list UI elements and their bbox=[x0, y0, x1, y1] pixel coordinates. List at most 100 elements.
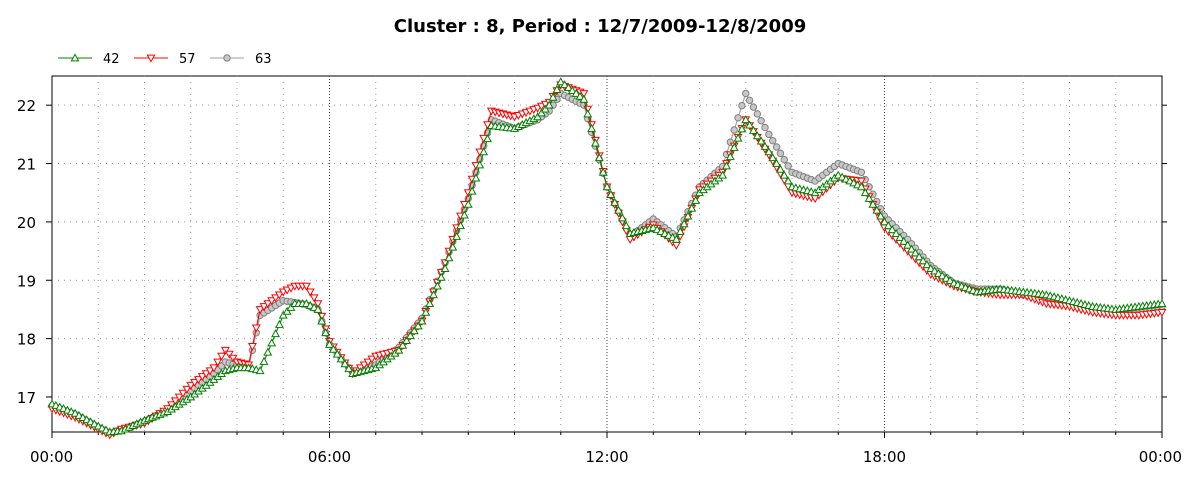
data-point bbox=[425, 298, 435, 307]
data-point bbox=[1157, 298, 1167, 307]
data-point bbox=[621, 221, 631, 230]
data-point bbox=[579, 90, 589, 99]
data-point bbox=[571, 88, 581, 97]
data-point bbox=[336, 354, 346, 363]
data-point bbox=[201, 370, 211, 379]
data-point bbox=[1157, 308, 1167, 317]
data-point bbox=[783, 176, 793, 185]
x-tick-label: 00:00 bbox=[1139, 448, 1182, 466]
data-point bbox=[760, 141, 770, 150]
data-point bbox=[941, 273, 951, 282]
data-point bbox=[479, 147, 489, 156]
series-42 bbox=[47, 77, 1167, 436]
data-point bbox=[741, 115, 751, 124]
data-point bbox=[857, 168, 866, 176]
x-tick-label: 12:00 bbox=[585, 448, 628, 466]
data-point bbox=[263, 300, 273, 309]
data-point bbox=[317, 316, 327, 325]
data-point bbox=[452, 231, 462, 240]
data-point bbox=[367, 355, 377, 364]
y-tick-label: 22 bbox=[17, 97, 36, 115]
data-point bbox=[444, 253, 454, 262]
axes: 00:00 06:00 12:00 18:00 00:00 17 18 19 20 21 22 bbox=[17, 97, 1182, 466]
data-point bbox=[405, 331, 415, 340]
data-point bbox=[775, 164, 785, 173]
data-point bbox=[321, 328, 331, 337]
data-point bbox=[745, 120, 755, 129]
data-point bbox=[856, 182, 866, 191]
data-point bbox=[440, 263, 450, 272]
data-point bbox=[432, 281, 442, 290]
data-point bbox=[217, 352, 227, 361]
data-point bbox=[765, 130, 773, 139]
data-point bbox=[271, 329, 280, 338]
data-point bbox=[328, 344, 338, 353]
data-point bbox=[278, 310, 288, 319]
data-point bbox=[683, 211, 693, 220]
legend: 42 57 63 bbox=[58, 52, 272, 67]
data-point bbox=[606, 190, 616, 199]
data-point bbox=[548, 92, 558, 101]
data-point bbox=[309, 294, 319, 303]
data-point bbox=[880, 217, 889, 226]
data-point bbox=[779, 170, 789, 179]
data-point bbox=[259, 356, 269, 365]
data-point bbox=[305, 288, 315, 297]
data-point bbox=[197, 373, 207, 382]
data-point bbox=[483, 134, 492, 143]
data-point bbox=[868, 199, 878, 208]
data-point bbox=[178, 389, 188, 398]
data-point bbox=[738, 101, 746, 110]
data-point bbox=[271, 294, 280, 303]
data-point bbox=[301, 282, 311, 291]
data-point bbox=[255, 306, 265, 315]
data-point bbox=[282, 306, 292, 315]
data-point bbox=[772, 143, 781, 151]
data-point bbox=[757, 117, 765, 125]
data-point bbox=[883, 221, 893, 230]
data-point bbox=[564, 83, 573, 92]
data-point bbox=[421, 307, 431, 316]
data-point bbox=[413, 321, 423, 330]
legend-swatch-marker bbox=[223, 54, 231, 62]
series-group bbox=[47, 77, 1167, 440]
data-point bbox=[764, 147, 774, 156]
data-point bbox=[220, 346, 230, 355]
data-point bbox=[575, 91, 585, 100]
data-point bbox=[456, 221, 465, 230]
data-point bbox=[263, 347, 273, 356]
data-point bbox=[671, 234, 681, 243]
data-point bbox=[856, 177, 866, 186]
data-point bbox=[325, 339, 334, 348]
data-point bbox=[617, 213, 627, 222]
data-point bbox=[930, 266, 940, 275]
legend-item-42: 42 bbox=[58, 52, 120, 67]
data-point bbox=[259, 303, 269, 312]
data-point bbox=[459, 210, 469, 219]
data-point bbox=[398, 340, 408, 349]
data-point bbox=[780, 155, 788, 164]
data-point bbox=[864, 193, 874, 202]
data-point bbox=[540, 104, 550, 113]
data-point bbox=[475, 160, 485, 169]
data-point bbox=[722, 161, 731, 170]
data-point bbox=[251, 324, 261, 333]
data-point bbox=[945, 276, 955, 285]
data-point bbox=[567, 85, 577, 94]
data-point bbox=[344, 364, 354, 373]
data-point bbox=[359, 361, 369, 370]
data-point bbox=[734, 114, 742, 122]
data-point bbox=[274, 291, 284, 300]
data-point bbox=[725, 152, 735, 161]
y-tick-label: 20 bbox=[17, 214, 36, 232]
data-point bbox=[914, 252, 924, 261]
data-point bbox=[675, 226, 685, 236]
data-point bbox=[340, 359, 350, 368]
data-point bbox=[756, 136, 766, 145]
data-point bbox=[784, 162, 792, 170]
data-point bbox=[186, 381, 196, 390]
data-point bbox=[436, 272, 446, 281]
data-point bbox=[394, 345, 404, 354]
data-point bbox=[872, 205, 882, 214]
